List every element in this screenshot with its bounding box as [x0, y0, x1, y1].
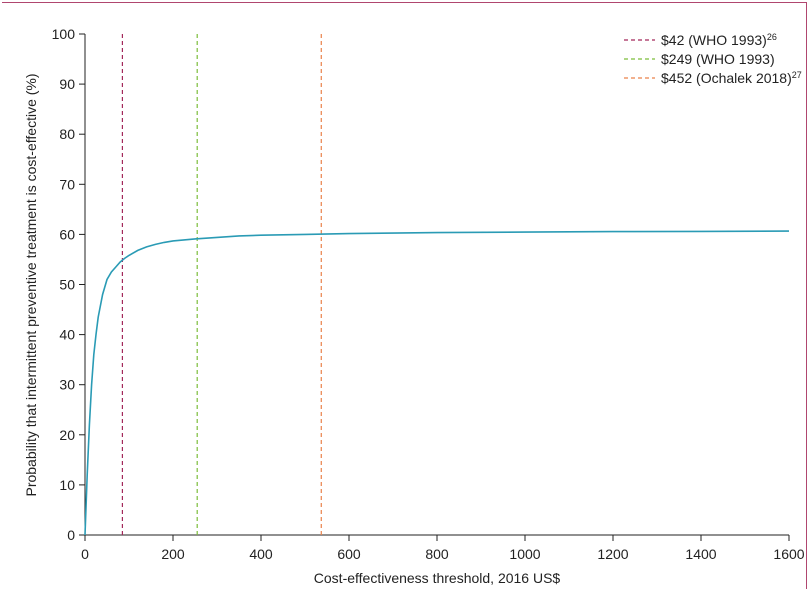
y-tick-label: 10: [59, 477, 75, 493]
legend-superscript: 27: [792, 70, 802, 80]
x-tick-label: 1200: [597, 546, 628, 562]
legend-label: $452 (Ochalek 2018)27: [661, 70, 802, 86]
y-tick-label: 90: [59, 76, 75, 92]
x-tick-label: 600: [337, 546, 361, 562]
legend-label: $249 (WHO 1993): [661, 51, 775, 67]
y-tick-label: 60: [59, 226, 75, 242]
legend-superscript: 26: [767, 32, 777, 42]
series-line: [84, 230, 790, 536]
legend-label: $42 (WHO 1993)26: [661, 32, 777, 48]
y-tick-label: 0: [67, 527, 75, 543]
series-group: [84, 230, 790, 536]
x-tick-label: 0: [81, 546, 89, 562]
y-tick-label: 40: [59, 327, 75, 343]
reference-lines: [121, 34, 322, 535]
x-tick-label: 1600: [773, 546, 804, 562]
y-tick-label: 80: [59, 126, 75, 142]
x-tick-label: 800: [425, 546, 449, 562]
y-tick-label: 100: [52, 26, 76, 42]
x-tick-label: 200: [161, 546, 185, 562]
y-tick-label: 20: [59, 427, 75, 443]
x-tick-label: 1000: [509, 546, 540, 562]
y-tick-label: 30: [59, 377, 75, 393]
x-axis-label: Cost-effectiveness threshold, 2016 US$: [314, 570, 561, 586]
x-tick-label: 1400: [685, 546, 716, 562]
legend: $42 (WHO 1993)26 $249 (WHO 1993) $452 (Och…: [624, 32, 802, 86]
y-axis-label: Probability that intermittent preventive…: [23, 73, 39, 496]
x-tick-label: 400: [249, 546, 273, 562]
y-tick-label: 50: [59, 277, 75, 293]
y-tick-label: 70: [59, 176, 75, 192]
